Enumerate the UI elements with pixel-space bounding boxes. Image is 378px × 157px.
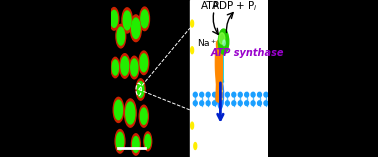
Bar [110,0,190,157]
Ellipse shape [212,92,217,97]
Ellipse shape [117,27,124,45]
Ellipse shape [217,79,223,109]
Ellipse shape [111,57,119,78]
Ellipse shape [136,79,145,100]
Ellipse shape [225,92,229,97]
Ellipse shape [120,54,130,78]
Ellipse shape [191,122,194,129]
Ellipse shape [218,29,229,54]
Ellipse shape [200,92,204,97]
Ellipse shape [238,92,242,97]
Text: ADP + P$_i$: ADP + P$_i$ [211,0,258,13]
Ellipse shape [145,134,151,148]
Text: ATP: ATP [201,1,220,11]
Ellipse shape [126,102,135,124]
Ellipse shape [140,54,147,72]
Ellipse shape [110,10,118,27]
Ellipse shape [109,8,119,30]
Ellipse shape [115,100,122,120]
Ellipse shape [219,33,225,44]
Ellipse shape [264,101,268,106]
Ellipse shape [132,18,140,38]
Ellipse shape [223,40,225,46]
Ellipse shape [139,105,148,127]
Ellipse shape [251,92,255,97]
Ellipse shape [130,15,141,42]
Ellipse shape [140,7,149,31]
Ellipse shape [245,92,249,97]
Ellipse shape [144,132,152,151]
Ellipse shape [124,99,136,127]
Ellipse shape [130,56,139,79]
Ellipse shape [194,143,197,149]
Ellipse shape [132,134,140,155]
FancyBboxPatch shape [219,54,223,82]
Text: Na$^+$: Na$^+$ [197,37,217,49]
Ellipse shape [191,47,194,54]
Ellipse shape [193,92,197,97]
Ellipse shape [251,101,255,106]
Ellipse shape [264,92,268,97]
Ellipse shape [219,92,223,97]
Ellipse shape [141,10,148,28]
Ellipse shape [137,82,144,97]
Ellipse shape [113,97,124,122]
Ellipse shape [219,101,223,106]
Polygon shape [215,49,220,99]
Ellipse shape [121,57,129,75]
Ellipse shape [139,51,149,75]
Ellipse shape [217,79,223,84]
Ellipse shape [212,101,217,106]
Ellipse shape [191,20,194,27]
Ellipse shape [206,101,210,106]
Ellipse shape [238,101,242,106]
Ellipse shape [206,92,210,97]
Ellipse shape [257,101,262,106]
Ellipse shape [131,59,138,76]
Ellipse shape [193,101,197,106]
Ellipse shape [245,101,249,106]
Ellipse shape [115,130,125,153]
Bar [190,0,268,157]
Ellipse shape [116,24,126,48]
Ellipse shape [257,92,262,97]
Ellipse shape [232,101,236,106]
Ellipse shape [112,60,118,75]
Ellipse shape [122,8,132,33]
Ellipse shape [200,101,204,106]
Ellipse shape [140,108,147,124]
Ellipse shape [123,11,131,30]
Ellipse shape [225,101,229,106]
Ellipse shape [232,92,236,97]
Ellipse shape [116,132,124,150]
Text: ATP synthase: ATP synthase [211,48,285,58]
Ellipse shape [133,137,139,152]
